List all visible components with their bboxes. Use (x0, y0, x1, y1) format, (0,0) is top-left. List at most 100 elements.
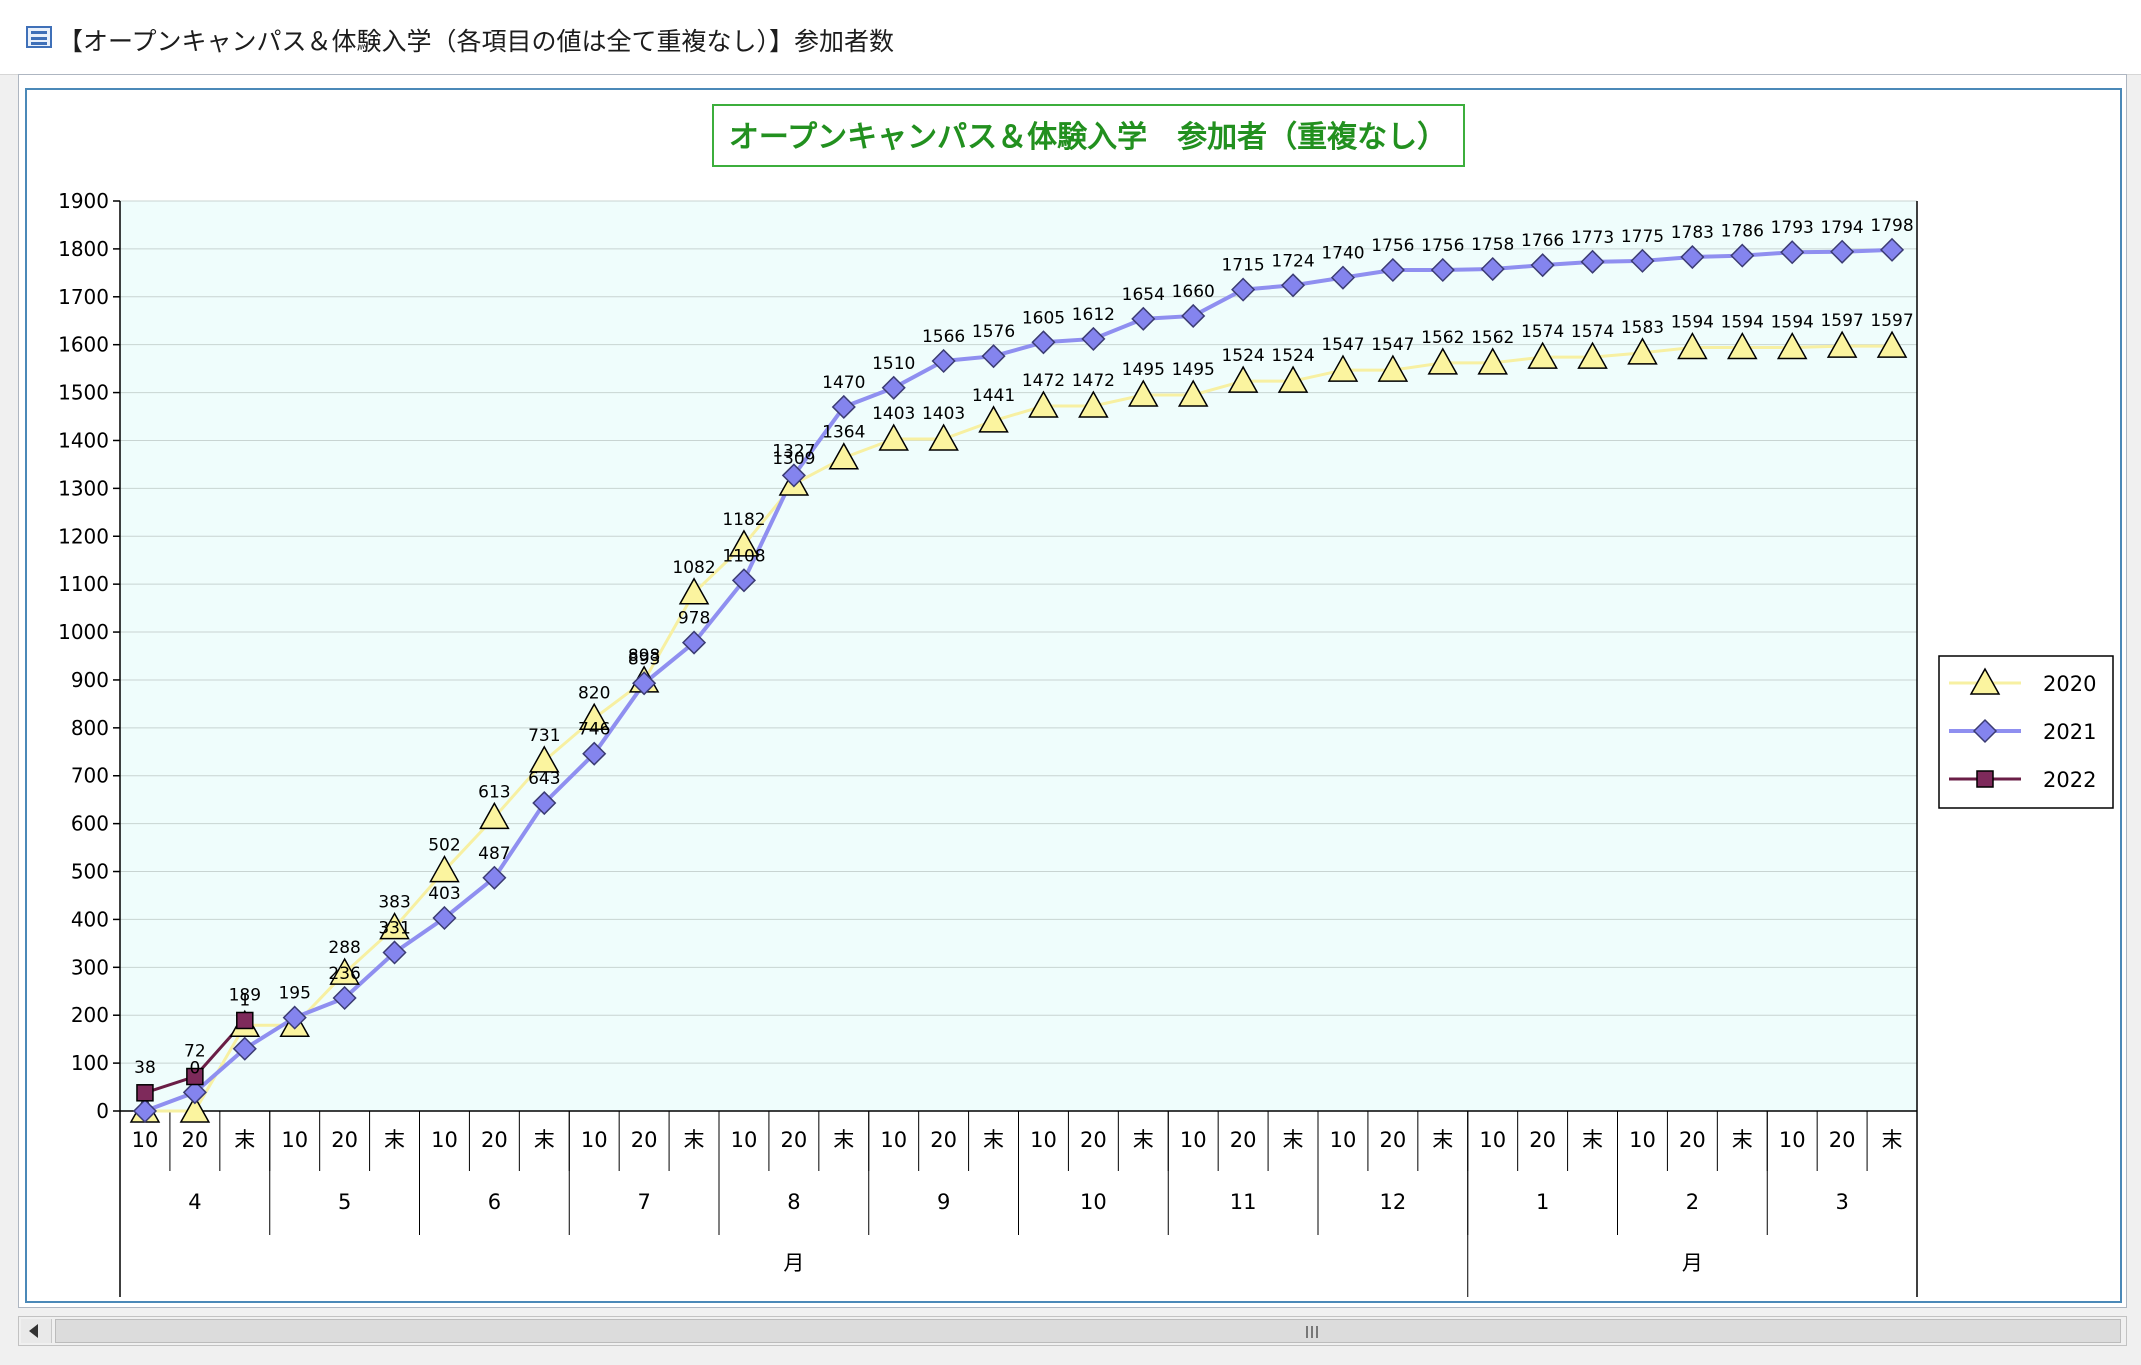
plot-area (120, 201, 1917, 1111)
data-label-2020: 1524 (1271, 346, 1314, 366)
chart-title: オープンキャンパス＆体験入学 参加者（重複なし） (729, 120, 1447, 155)
series-2020-point (728, 529, 760, 557)
scroll-left-button[interactable] (21, 1319, 52, 1343)
x-month-label: 9 (937, 1190, 950, 1214)
series-2020-point (379, 912, 410, 940)
data-label-2021: 1724 (1271, 251, 1314, 271)
series-2021-point (332, 985, 357, 1011)
legend-marker-2020 (1969, 667, 2001, 695)
series-2020-point (878, 423, 909, 451)
series-2021-point (282, 1005, 307, 1030)
data-label-2020: 1403 (872, 404, 915, 424)
series-2020-point (678, 577, 710, 605)
data-label-2021: 1758 (1471, 235, 1514, 255)
data-label-2020: 1574 (1521, 322, 1564, 342)
y-tick-label: 1600 (58, 333, 109, 357)
data-label-2021: 1612 (1072, 305, 1115, 325)
series-2021-point (681, 630, 707, 655)
data-label-2020: 1583 (1621, 318, 1664, 338)
x-tick-label: 10 (581, 1128, 608, 1152)
series-2020-point (1776, 332, 1808, 360)
y-tick-label: 1200 (58, 524, 109, 548)
data-label-2022: 189 (229, 985, 261, 1005)
data-label-2021: 1756 (1371, 236, 1414, 256)
data-label-2022: 38 (134, 1058, 156, 1078)
y-tick-label: 1500 (58, 381, 109, 405)
y-tick-label: 200 (71, 1003, 109, 1027)
chart-title-box (712, 104, 1465, 167)
data-label-2020: 613 (478, 782, 510, 802)
data-label-2021: 236 (328, 964, 360, 984)
data-label-2021: 893 (628, 649, 660, 669)
series-2020-point (479, 801, 510, 830)
data-label-2020: 1472 (1022, 371, 1065, 391)
series-2021-point (1430, 257, 1455, 283)
data-label-2020: 1594 (1771, 313, 1814, 333)
x-tick-label: 20 (1230, 1128, 1257, 1152)
data-label-2020: 1597 (1820, 311, 1863, 331)
scroll-thumb[interactable] (55, 1319, 2121, 1343)
data-label-2021: 1798 (1870, 216, 1913, 236)
y-tick-label: 700 (71, 764, 109, 788)
x-tick-label: 10 (1779, 1128, 1806, 1152)
x-tick-label: 20 (930, 1128, 957, 1152)
data-label-2021: 1773 (1571, 228, 1614, 248)
series-2021-point (1031, 330, 1056, 355)
data-label-2020: 1403 (922, 404, 965, 424)
series-2020-point (1577, 341, 1608, 369)
legend-marker-2021 (1972, 718, 1998, 744)
legend-marker-2022 (1976, 770, 1994, 788)
series-2021-point (1231, 277, 1256, 302)
x-tick-label: 末 (1432, 1128, 1453, 1152)
horizontal-scrollbar[interactable] (18, 1316, 2127, 1346)
y-tick-label: 800 (71, 716, 109, 740)
data-label-2020: 1594 (1721, 313, 1764, 333)
x-tick-label: 10 (731, 1128, 758, 1152)
x-tick-label: 10 (281, 1128, 308, 1152)
y-tick-label: 500 (71, 860, 109, 884)
data-label-2021: 1660 (1172, 282, 1215, 302)
series-2021-point (1081, 326, 1106, 351)
data-label-2020: 1562 (1471, 328, 1514, 348)
data-label-2021: 1715 (1221, 256, 1264, 276)
data-label-2020: 1364 (822, 423, 865, 443)
chevron-left-icon (29, 1324, 38, 1338)
chart-frame: 0 100 200 300 400 500 600 700 800 900 1000 1100 1200… (18, 74, 2127, 1308)
data-label-2021: 1470 (822, 373, 865, 393)
series-2020-point (1028, 390, 1059, 418)
data-label-2021: 1605 (1022, 308, 1065, 328)
series-2020-point (1327, 354, 1359, 382)
data-label-2021: 403 (428, 884, 460, 904)
x-tick-label: 末 (684, 1128, 705, 1152)
data-label-2021: 1766 (1521, 231, 1564, 251)
data-label-2020: 1495 (1172, 360, 1215, 380)
x-tick-label: 20 (1529, 1128, 1556, 1152)
series-2021-point (831, 394, 856, 420)
series-2021-point (182, 1080, 207, 1105)
x-tick-label: 10 (1180, 1128, 1207, 1152)
data-label-2020: 731 (528, 726, 560, 746)
data-label-2021: 487 (478, 844, 510, 864)
series-2020-point (1826, 330, 1858, 358)
line-chart: 0100200300400500600700800900100011001200… (25, 88, 2122, 1303)
x-month-label: 10 (1080, 1190, 1107, 1214)
x-tick-label: 20 (182, 1128, 209, 1152)
x-month-label: 7 (637, 1190, 650, 1214)
x-tick-label: 20 (1829, 1128, 1856, 1152)
x-tick-label: 10 (431, 1128, 458, 1152)
series-2021-point (1530, 253, 1555, 278)
data-label-2020: 383 (378, 893, 410, 913)
data-label-2020: 1562 (1421, 328, 1464, 348)
x-tick-label: 20 (331, 1128, 358, 1152)
x-tick-label: 20 (1679, 1128, 1706, 1152)
data-label-2020: 1495 (1122, 360, 1165, 380)
data-label-2020: 1547 (1371, 335, 1414, 355)
series-2021-point (1780, 240, 1805, 265)
series-2021-point (582, 741, 607, 766)
data-label-2021: 1576 (972, 322, 1015, 342)
data-label-2021: 1783 (1671, 223, 1714, 243)
data-label-2020: 502 (428, 836, 460, 856)
series-2020-point (1727, 332, 1758, 360)
x-tick-label: 末 (833, 1128, 854, 1152)
x-tick-label: 末 (234, 1128, 255, 1152)
